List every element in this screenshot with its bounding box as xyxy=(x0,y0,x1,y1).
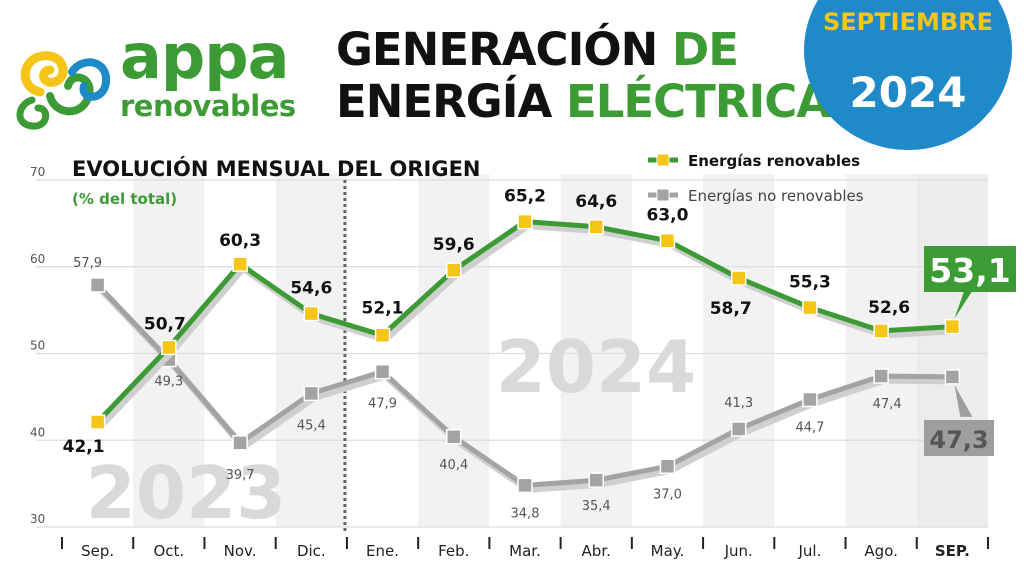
nonrenewable-point xyxy=(873,368,889,384)
nonrenewable-point xyxy=(303,385,320,402)
watermark-year: 2024 xyxy=(496,325,696,409)
x-category-label: Ago. xyxy=(864,542,897,560)
chart-title: EVOLUCIÓN MENSUAL DEL ORIGEN xyxy=(72,156,481,181)
renewable-point xyxy=(659,232,676,249)
renewable-point xyxy=(303,305,320,322)
legend-marker xyxy=(656,153,670,167)
renewable-data-label: 54,6 xyxy=(290,279,332,299)
renewable-data-label: 59,6 xyxy=(433,235,475,255)
x-category-label: Feb. xyxy=(438,542,469,560)
nonrenewable-data-label: 35,4 xyxy=(582,499,611,514)
nonrenewable-latest-label: 47,3 xyxy=(929,426,988,454)
column-band xyxy=(845,174,917,527)
title-line2-a: ENERGÍA xyxy=(336,75,552,128)
nonrenewable-data-label: 45,4 xyxy=(297,418,326,433)
nonrenewable-point xyxy=(659,458,676,475)
appa-renovables-logo: appa renovables xyxy=(10,26,320,130)
nonrenewable-data-label: 37,0 xyxy=(653,487,682,502)
title-line1-a: GENERACIÓN xyxy=(336,23,658,76)
title-line1-b: DE xyxy=(671,23,739,76)
nonrenewable-point xyxy=(730,421,747,437)
x-category-label: Mar. xyxy=(509,542,541,560)
nonrenewable-point xyxy=(446,429,462,445)
nonrenewable-point xyxy=(374,363,391,380)
nonrenewable-point xyxy=(588,472,604,488)
y-tick-label: 60 xyxy=(30,252,45,266)
renewable-point xyxy=(374,327,391,344)
column-band xyxy=(916,174,988,527)
legend-label: Energías renovables xyxy=(688,152,860,170)
nonrenewable-data-label: 47,9 xyxy=(368,397,397,412)
renewable-point xyxy=(730,270,747,286)
renewable-point xyxy=(446,262,462,278)
nonrenewable-data-label: 41,3 xyxy=(724,396,753,411)
legend-label: Energías no renovables xyxy=(688,187,864,205)
nonrenewable-data-label: 49,3 xyxy=(154,375,183,390)
x-category-label: Dic. xyxy=(297,542,326,560)
x-category-label: Oct. xyxy=(153,542,184,560)
renewable-data-label: 42,1 xyxy=(63,437,105,457)
nonrenewable-data-label: 39,7 xyxy=(226,468,255,483)
logo-subword: renovables xyxy=(120,89,296,123)
legend-marker xyxy=(656,188,670,202)
x-category-label: Nov. xyxy=(224,542,257,560)
nonrenewable-point xyxy=(802,391,818,408)
x-category-label: Jun. xyxy=(724,542,753,560)
renewable-data-label: 50,7 xyxy=(144,314,186,334)
column-band xyxy=(418,174,490,527)
nonrenewable-data-label: 57,9 xyxy=(73,256,102,271)
x-category-label: Ene. xyxy=(366,542,399,560)
watermark-year: 2023 xyxy=(86,451,286,535)
nonrenewable-point xyxy=(517,477,533,494)
column-band xyxy=(703,174,775,527)
y-tick-label: 30 xyxy=(30,512,45,526)
x-category-label: SEP. xyxy=(935,542,970,560)
renewable-point xyxy=(89,414,106,430)
renewable-point xyxy=(232,256,248,272)
renewable-data-label: 63,0 xyxy=(646,206,688,226)
badge-year: 2024 xyxy=(849,68,967,117)
renewable-data-label: 64,6 xyxy=(575,192,617,212)
renewable-data-label: 52,6 xyxy=(868,298,910,318)
nonrenewable-data-label: 40,4 xyxy=(439,458,468,473)
renewable-data-label: 52,1 xyxy=(362,298,404,318)
x-category-label: Sep. xyxy=(81,542,114,560)
renewable-data-label: 65,2 xyxy=(504,187,546,207)
renewable-point xyxy=(802,299,818,316)
nonrenewable-point xyxy=(232,435,248,451)
nonrenewable-callout-box xyxy=(924,420,994,456)
nonrenewable-data-label: 34,8 xyxy=(511,506,540,521)
y-tick-label: 70 xyxy=(30,165,45,179)
renewable-latest-label: 53,1 xyxy=(929,251,1010,290)
nonrenewable-point xyxy=(944,369,961,385)
nonrenewable-data-label: 44,7 xyxy=(795,420,824,435)
renewable-point xyxy=(588,219,604,235)
x-category-label: Jul. xyxy=(797,542,821,560)
renewable-data-label: 60,3 xyxy=(219,231,261,251)
renewable-point xyxy=(944,318,961,335)
page-title: GENERACIÓN DE ENERGÍA ELÉCTRICA xyxy=(336,23,831,128)
nonrenewable-callout-pointer xyxy=(954,384,973,417)
chart-subtitle: (% del total) xyxy=(72,190,177,208)
logo-swirl-icon xyxy=(16,51,111,130)
renewable-data-label: 55,3 xyxy=(789,273,831,293)
renewable-point xyxy=(873,323,889,339)
nonrenewable-data-label: 47,4 xyxy=(873,397,902,412)
badge-month: SEPTIEMBRE xyxy=(822,8,993,36)
y-tick-label: 50 xyxy=(30,339,45,353)
nonrenewable-point xyxy=(89,277,106,293)
x-category-label: May. xyxy=(651,542,685,560)
renewable-callout-pointer xyxy=(954,284,977,319)
logo-word: appa xyxy=(120,20,289,93)
renewable-callout-box xyxy=(924,246,1016,292)
title-line2-b: ELÉCTRICA xyxy=(565,75,831,128)
column-band xyxy=(275,174,347,527)
renewable-point xyxy=(517,213,533,230)
renewable-data-label: 58,7 xyxy=(710,299,752,319)
renewable-point xyxy=(161,339,177,356)
y-tick-label: 40 xyxy=(30,425,45,439)
x-category-label: Abr. xyxy=(582,542,611,560)
